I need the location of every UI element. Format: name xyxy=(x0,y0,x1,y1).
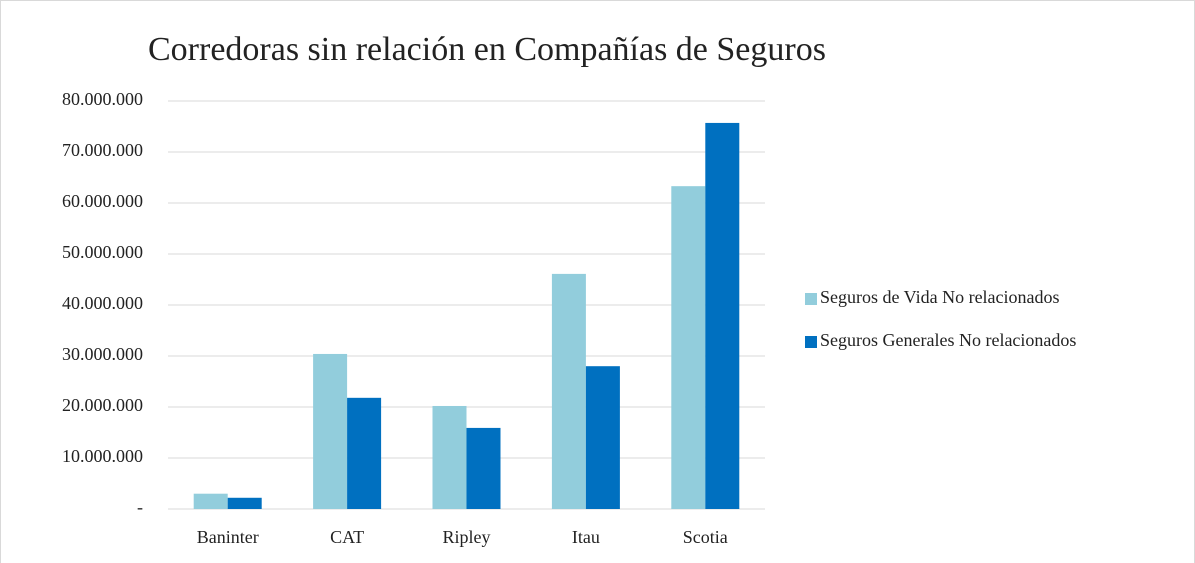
legend-label: Seguros de Vida No relacionados xyxy=(820,287,1060,307)
legend-swatch xyxy=(805,336,817,348)
bar xyxy=(432,405,467,509)
x-tick-label: CAT xyxy=(330,527,364,547)
bar xyxy=(551,273,586,509)
bar xyxy=(671,186,706,510)
y-tick-label: 40.000.000 xyxy=(62,293,143,313)
x-tick-label: Scotia xyxy=(683,527,728,547)
y-tick-label: 70.000.000 xyxy=(62,140,143,160)
x-tick-label: Itau xyxy=(572,527,600,547)
x-tick-label: Ripley xyxy=(443,527,491,547)
legend-swatch xyxy=(805,293,817,305)
legend-label: Seguros Generales No relacionados xyxy=(820,330,1076,350)
bar xyxy=(193,493,228,509)
bar xyxy=(313,353,348,509)
y-tick-label: 30.000.000 xyxy=(62,344,143,364)
y-tick-label: 80.000.000 xyxy=(62,89,143,109)
bar xyxy=(347,397,382,509)
bar xyxy=(585,366,620,509)
chart-title: Corredoras sin relación en Compañías de … xyxy=(148,31,826,68)
bar xyxy=(466,427,501,509)
bar xyxy=(227,497,262,509)
y-tick-label: 20.000.000 xyxy=(62,395,143,415)
y-tick-label: - xyxy=(137,497,143,517)
y-tick-label: 60.000.000 xyxy=(62,191,143,211)
x-tick-label: Baninter xyxy=(197,527,259,547)
y-tick-label: 10.000.000 xyxy=(62,446,143,466)
bar xyxy=(705,122,740,510)
y-tick-label: 50.000.000 xyxy=(62,242,143,262)
